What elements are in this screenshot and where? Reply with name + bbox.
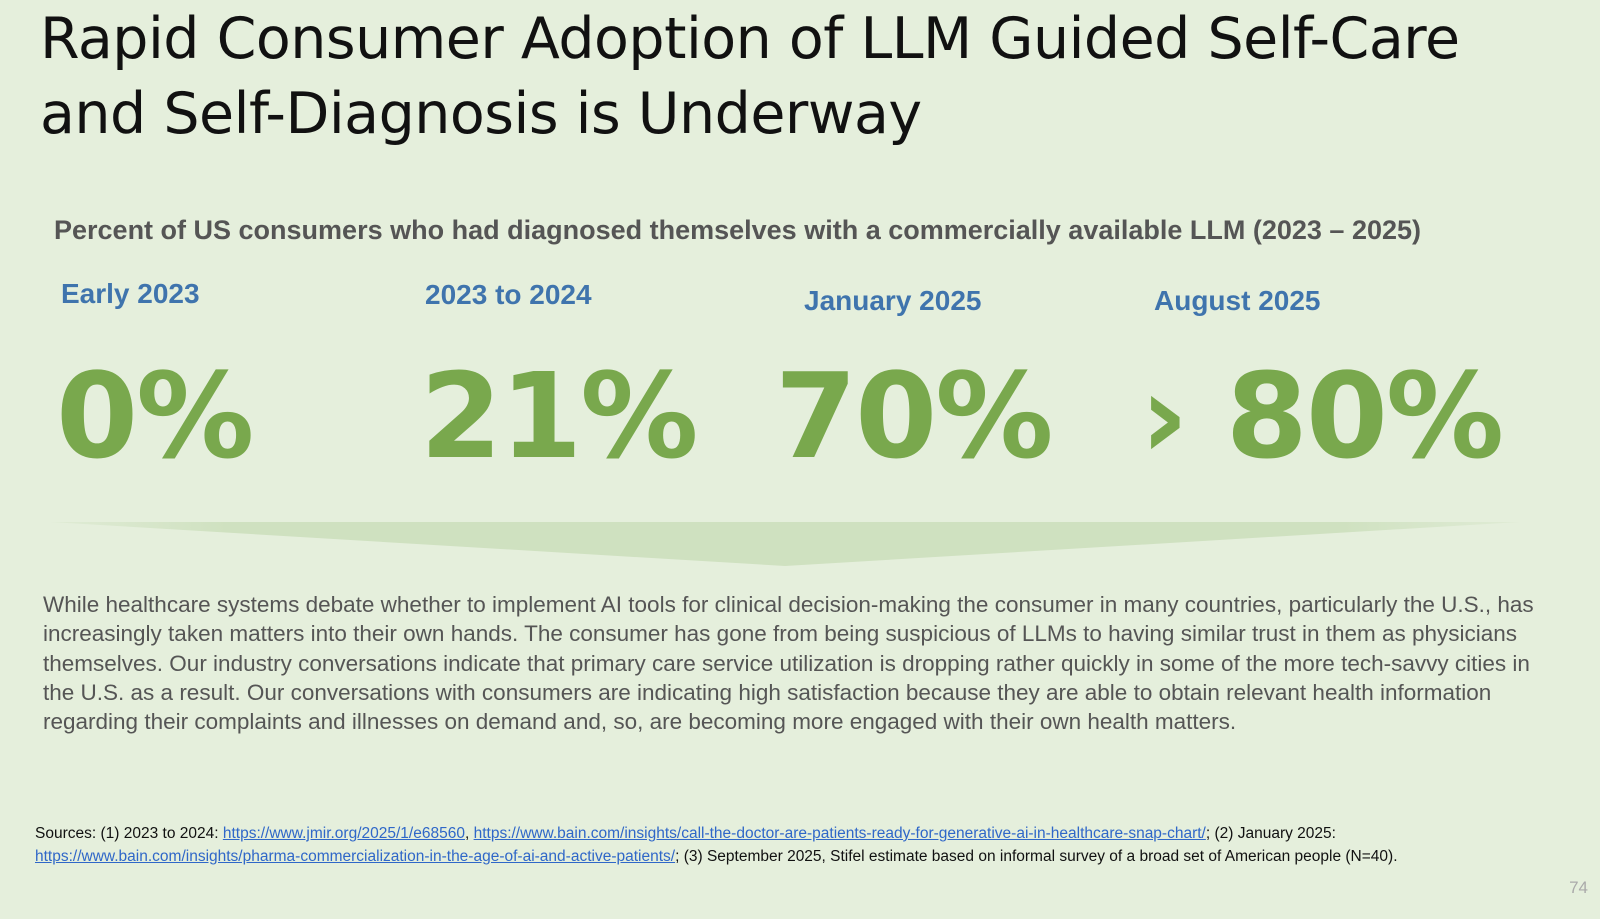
sources-suffix: ; (3) September 2025, Stifel estimate ba… <box>675 848 1398 865</box>
stat-value-2023-to-2024: 21% <box>420 347 698 485</box>
period-label-august-2025: August 2025 <box>1154 285 1321 316</box>
slide-title: Rapid Consumer Adoption of LLM Guided Se… <box>40 6 1460 147</box>
stat-value-january-2025: 70% <box>775 347 1053 485</box>
period-label-january-2025: January 2025 <box>804 285 982 316</box>
chart-subtitle: Percent of US consumers who had diagnose… <box>54 215 1421 245</box>
period-label-2023-to-2024: 2023 to 2024 <box>425 279 592 310</box>
sources-mid: ; (2) January 2025: <box>1205 825 1336 842</box>
period-label-early-2023: Early 2023 <box>61 278 200 309</box>
sources-footnote: Sources: (1) 2023 to 2024: https://www.j… <box>35 822 1535 868</box>
sources-prefix: Sources: (1) 2023 to 2024: <box>35 825 223 842</box>
source-link-jmir[interactable]: https://www.jmir.org/2025/1/e68560 <box>222 825 465 842</box>
body-paragraph: While healthcare systems debate whether … <box>43 592 1534 735</box>
sources-separator: , <box>464 825 474 842</box>
source-link-bain-pharma[interactable]: https://www.bain.com/insights/pharma-com… <box>35 848 676 865</box>
arrow-divider <box>50 522 1520 566</box>
stat-value-august-2025: › 80% <box>1140 347 1504 485</box>
page-number: 74 <box>1569 878 1588 897</box>
source-link-bain-snap-chart[interactable]: https://www.bain.com/insights/call-the-d… <box>473 825 1206 842</box>
stat-value-early-2023: 0% <box>56 347 254 485</box>
